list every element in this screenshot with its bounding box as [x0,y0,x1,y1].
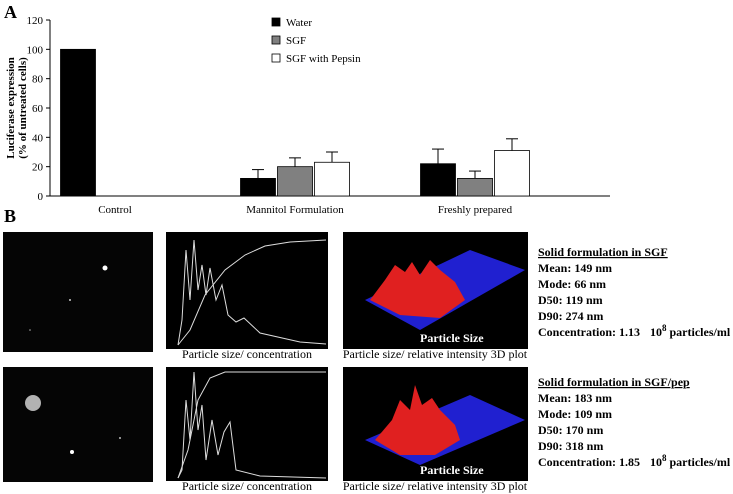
size-plot [166,367,328,481]
stats-line: D50: 170 nm [538,423,603,437]
y-tick-label: 100 [27,44,44,56]
y-tick-label: 80 [32,74,44,86]
concentration: Concentration: 1.13 108 particles/ml [538,323,731,339]
concentration: Concentration: 1.85 108 particles/ml [538,453,731,469]
conc-exp: 8 [662,453,667,463]
distribution-curve [177,371,327,479]
caption: Particle size/ concentration [182,479,312,493]
stats-title: Solid formulation in SGF/pep [538,375,690,389]
conc-unit: particles/ml [670,455,731,469]
3d-axis-label: Particle Size [420,331,484,345]
caption: Particle size/ relative intensity 3D plo… [343,479,528,493]
caption: Particle size/ concentration [182,347,312,361]
legend-swatch [271,17,281,27]
bar [240,177,276,197]
bar [420,163,456,197]
conc-base: 10 [650,455,662,469]
particle [29,329,31,331]
conc-label: Concentration: 1.85 [538,455,640,469]
legend-swatch [271,53,281,63]
bar [60,48,96,197]
panel-label: A [4,2,17,22]
y-axis-title: (% of untreated cells) [17,57,29,159]
legend-label: SGF with Pepsin [286,53,361,65]
particle [25,395,41,411]
bar [277,166,313,197]
stats-line: Mean: 149 nm [538,261,612,275]
stats-line: D50: 119 nm [538,293,603,307]
y-tick-label: 120 [27,15,44,27]
y-tick-label: 40 [32,132,44,144]
bar [457,177,493,197]
cumulative-curve [177,371,326,479]
y-axis-title: Luciferase expression [5,57,17,159]
x-tick-label: Control [98,204,132,216]
cumulative-curve [177,239,327,346]
y-tick-label: 0 [38,191,44,203]
y-tick-label: 20 [32,162,44,174]
conc-exp: 8 [662,323,667,333]
stats-title: Solid formulation in SGF [538,245,668,259]
conc-label: Concentration: 1.13 [538,325,640,339]
caption: Particle size/ relative intensity 3D plo… [343,347,528,361]
particle [70,450,74,454]
panel-b: Particle Size Particle size/ concentrati… [3,232,731,493]
panel-label: B [4,206,16,226]
stats-line: D90: 318 nm [538,439,603,453]
bar-chart: Luciferase expression (% of untreated cel… [5,15,610,216]
bar [494,150,530,197]
distribution-curve [177,239,327,346]
x-tick-label: Freshly prepared [438,204,513,216]
3d-peak [370,260,465,318]
particle [69,299,71,301]
legend-label: SGF [286,35,306,47]
stats-line: Mode: 109 nm [538,407,612,421]
x-tick-label: Mannitol Formulation [246,204,344,216]
legend-swatch [271,35,281,45]
conc-base: 10 [650,325,662,339]
conc-unit: particles/ml [670,325,731,339]
microscopy-image [3,367,153,482]
particle [102,265,108,271]
microscopy-image [3,232,153,352]
stats-line: Mean: 183 nm [538,391,612,405]
3d-peak [375,385,460,455]
3d-axis-label: Particle Size [420,463,484,477]
y-tick-label: 60 [32,103,44,115]
stats-line: Mode: 66 nm [538,277,606,291]
legend-label: Water [286,17,312,29]
bar [314,161,350,197]
stats-line: D90: 274 nm [538,309,603,323]
particle [119,437,121,439]
